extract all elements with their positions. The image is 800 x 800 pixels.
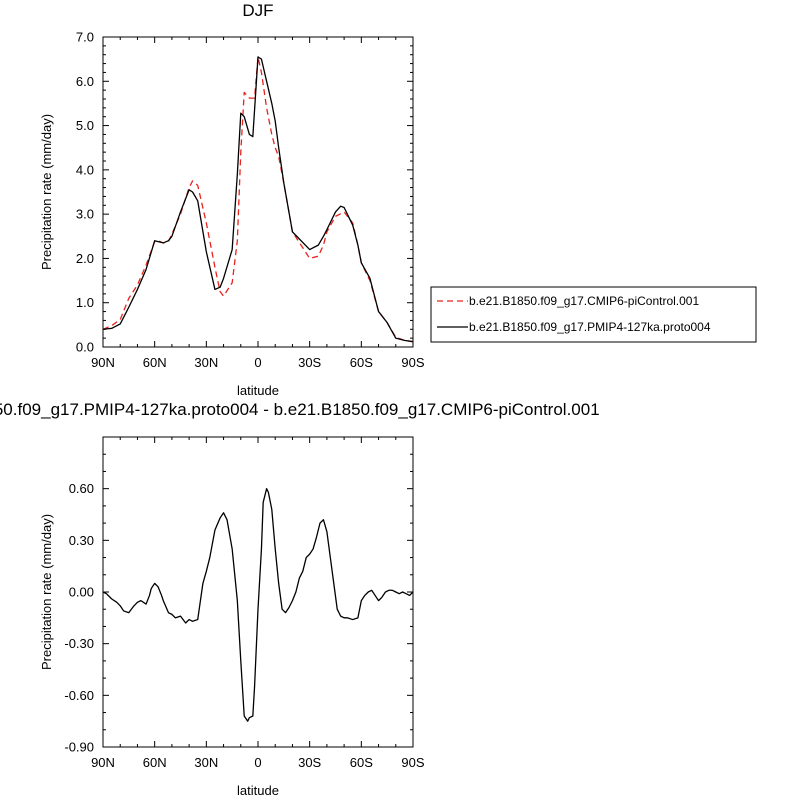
chart-title: b.e21.B1850.f09_g17.PMIP4-127ka.proto004… <box>0 400 600 419</box>
y-tick-label: 3.0 <box>76 207 94 222</box>
y-tick-label: -0.30 <box>64 636 94 651</box>
x-axis-label: latitude <box>237 783 279 798</box>
legend-label: b.e21.B1850.f09_g17.PMIP4-127ka.proto004 <box>469 320 711 334</box>
y-axis-label: Precipitation rate (mm/day) <box>39 114 54 270</box>
x-tick-label: 60S <box>350 755 373 770</box>
x-tick-label: 0 <box>254 755 261 770</box>
y-tick-label: 4.0 <box>76 162 94 177</box>
legend-label: b.e21.B1850.f09_g17.CMIP6-piControl.001 <box>469 294 699 308</box>
series-line-1 <box>102 56 414 343</box>
x-tick-label: 30N <box>194 755 218 770</box>
x-tick-label: 90S <box>401 755 424 770</box>
y-tick-label: 7.0 <box>76 30 94 45</box>
y-tick-label: 0.0 <box>76 340 94 355</box>
x-tick-label: 60N <box>143 755 167 770</box>
plot-frame <box>102 36 414 348</box>
x-tick-label: 60N <box>143 355 167 370</box>
y-tick-label: -0.60 <box>64 688 94 703</box>
x-tick-label: 30N <box>194 355 218 370</box>
y-tick-label: 0.60 <box>69 481 94 496</box>
x-tick-label: 30S <box>298 755 321 770</box>
series-line-0 <box>102 488 414 722</box>
x-tick-label: 60S <box>350 355 373 370</box>
x-tick-label: 90N <box>91 755 115 770</box>
legend-box <box>430 286 757 343</box>
x-tick-label: 90N <box>91 355 115 370</box>
x-tick-label: 90S <box>401 355 424 370</box>
x-axis-label: latitude <box>237 383 279 398</box>
y-tick-label: 0.00 <box>69 585 94 600</box>
y-tick-label: 5.0 <box>76 118 94 133</box>
y-tick-label: -0.90 <box>64 740 94 755</box>
series-line-0 <box>102 56 414 343</box>
y-tick-label: 1.0 <box>76 295 94 310</box>
x-tick-label: 0 <box>254 355 261 370</box>
y-tick-label: 6.0 <box>76 74 94 89</box>
y-tick-label: 2.0 <box>76 251 94 266</box>
y-axis-label: Precipitation rate (mm/day) <box>39 514 54 670</box>
x-tick-label: 30S <box>298 355 321 370</box>
chart-title: DJF <box>242 1 273 20</box>
y-tick-label: 0.30 <box>69 533 94 548</box>
plot-frame <box>102 436 414 748</box>
